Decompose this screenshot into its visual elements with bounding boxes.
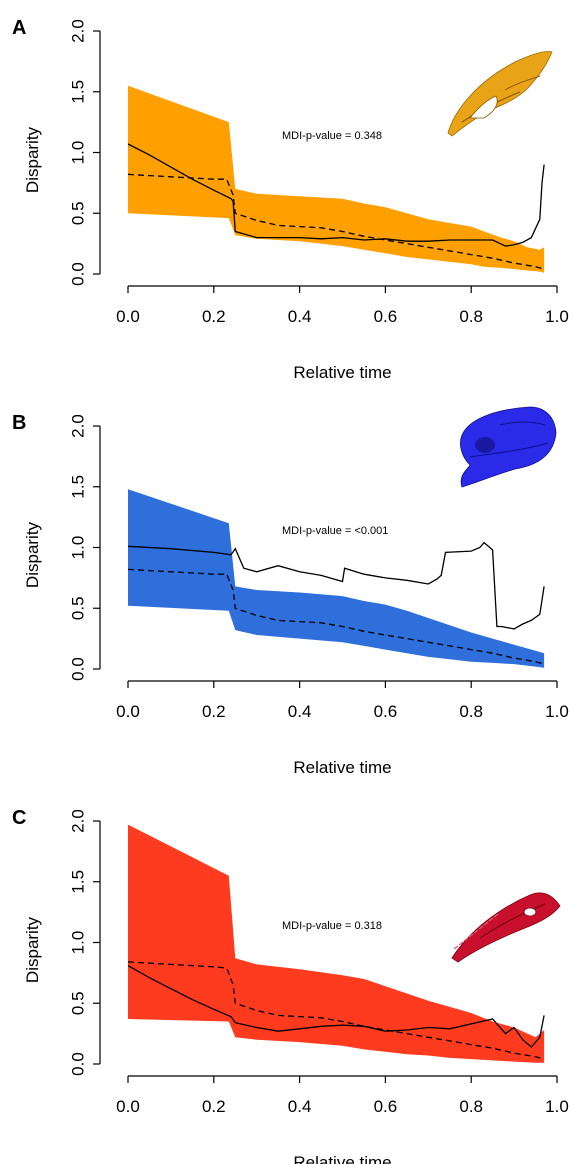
- observed-disparity-line: [127, 143, 545, 247]
- skull-illustration: [447, 51, 553, 137]
- y-tick-label: 2.0: [69, 809, 88, 833]
- x-tick-label: 1.0: [545, 1097, 569, 1116]
- confidence-band: [128, 824, 545, 1063]
- x-tick-label: 0.4: [288, 1097, 312, 1116]
- y-tick-label: 0.0: [69, 262, 88, 286]
- x-axis-label: Relative time: [293, 758, 391, 777]
- y-axis-label: Disparity: [23, 521, 42, 588]
- confidence-band: [128, 85, 545, 273]
- y-tick-label: 2.0: [69, 414, 88, 438]
- x-tick-label: 0.8: [459, 1097, 483, 1116]
- panel-b: 0.0 0.5 1.0 1.5 2.0 0.0 0.2 0.4 0.6 0.8 1.0 Relativ…: [12, 406, 569, 777]
- x-axis-label: Relative time: [293, 1153, 391, 1164]
- skull-illustration: [451, 892, 561, 963]
- y-tick-label: 1.0: [69, 141, 88, 165]
- panel-letter: B: [12, 412, 26, 434]
- observed-disparity-line: [127, 965, 545, 1048]
- y-tick-label: 0.5: [69, 991, 88, 1015]
- x-tick-label: 0.0: [116, 307, 140, 326]
- x-tick-label: 0.0: [116, 702, 140, 721]
- expected-disparity-line: [127, 568, 545, 665]
- y-tick-label: 0.5: [69, 201, 88, 225]
- x-tick-label: 0.2: [202, 307, 226, 326]
- mdi-p-value-annotation: MDI-p-value = 0.318: [282, 920, 382, 932]
- panel-letter: C: [12, 807, 26, 829]
- mdi-p-value-annotation: MDI-p-value = <0.001: [282, 525, 388, 537]
- observed-disparity-line: [127, 541, 545, 630]
- expected-disparity-line: [127, 173, 545, 270]
- x-tick-label: 0.8: [459, 307, 483, 326]
- skull-illustration: [460, 406, 557, 488]
- x-tick-label: 0.4: [288, 307, 312, 326]
- panel-letter: A: [12, 17, 26, 39]
- panel-c: 0.0 0.5 1.0 1.5 2.0 0.0 0.2 0.4 0.6 0.8 1.0 Relativ…: [12, 807, 569, 1164]
- x-tick-label: 0.4: [288, 702, 312, 721]
- y-tick-label: 1.5: [69, 80, 88, 104]
- x-tick-label: 1.0: [545, 702, 569, 721]
- y-tick-label: 1.0: [69, 536, 88, 560]
- mdi-p-value-annotation: MDI-p-value = 0.348: [282, 130, 382, 142]
- y-tick-label: 1.5: [69, 870, 88, 894]
- y-tick-label: 0.0: [69, 657, 88, 681]
- x-tick-label: 0.2: [202, 1097, 226, 1116]
- y-tick-label: 0.5: [69, 596, 88, 620]
- x-tick-label: 0.8: [459, 702, 483, 721]
- x-tick-label: 0.6: [374, 702, 398, 721]
- x-tick-label: 1.0: [545, 307, 569, 326]
- y-tick-label: 1.5: [69, 475, 88, 499]
- x-tick-label: 0.6: [374, 307, 398, 326]
- y-axis-label: Disparity: [23, 126, 42, 193]
- x-tick-label: 0.2: [202, 702, 226, 721]
- y-tick-label: 2.0: [69, 19, 88, 43]
- y-tick-label: 0.0: [69, 1052, 88, 1076]
- confidence-band: [128, 489, 545, 668]
- x-tick-label: 0.0: [116, 1097, 140, 1116]
- y-tick-label: 1.0: [69, 931, 88, 955]
- expected-disparity-line: [127, 961, 545, 1060]
- y-axis-label: Disparity: [23, 916, 42, 983]
- x-tick-label: 0.6: [374, 1097, 398, 1116]
- x-axis-label: Relative time: [293, 363, 391, 382]
- panel-a: 0.0 0.5 1.0 1.5 2.0 0.0 0.2 0.4 0.6 0.8 1.0 Relativ…: [12, 17, 569, 382]
